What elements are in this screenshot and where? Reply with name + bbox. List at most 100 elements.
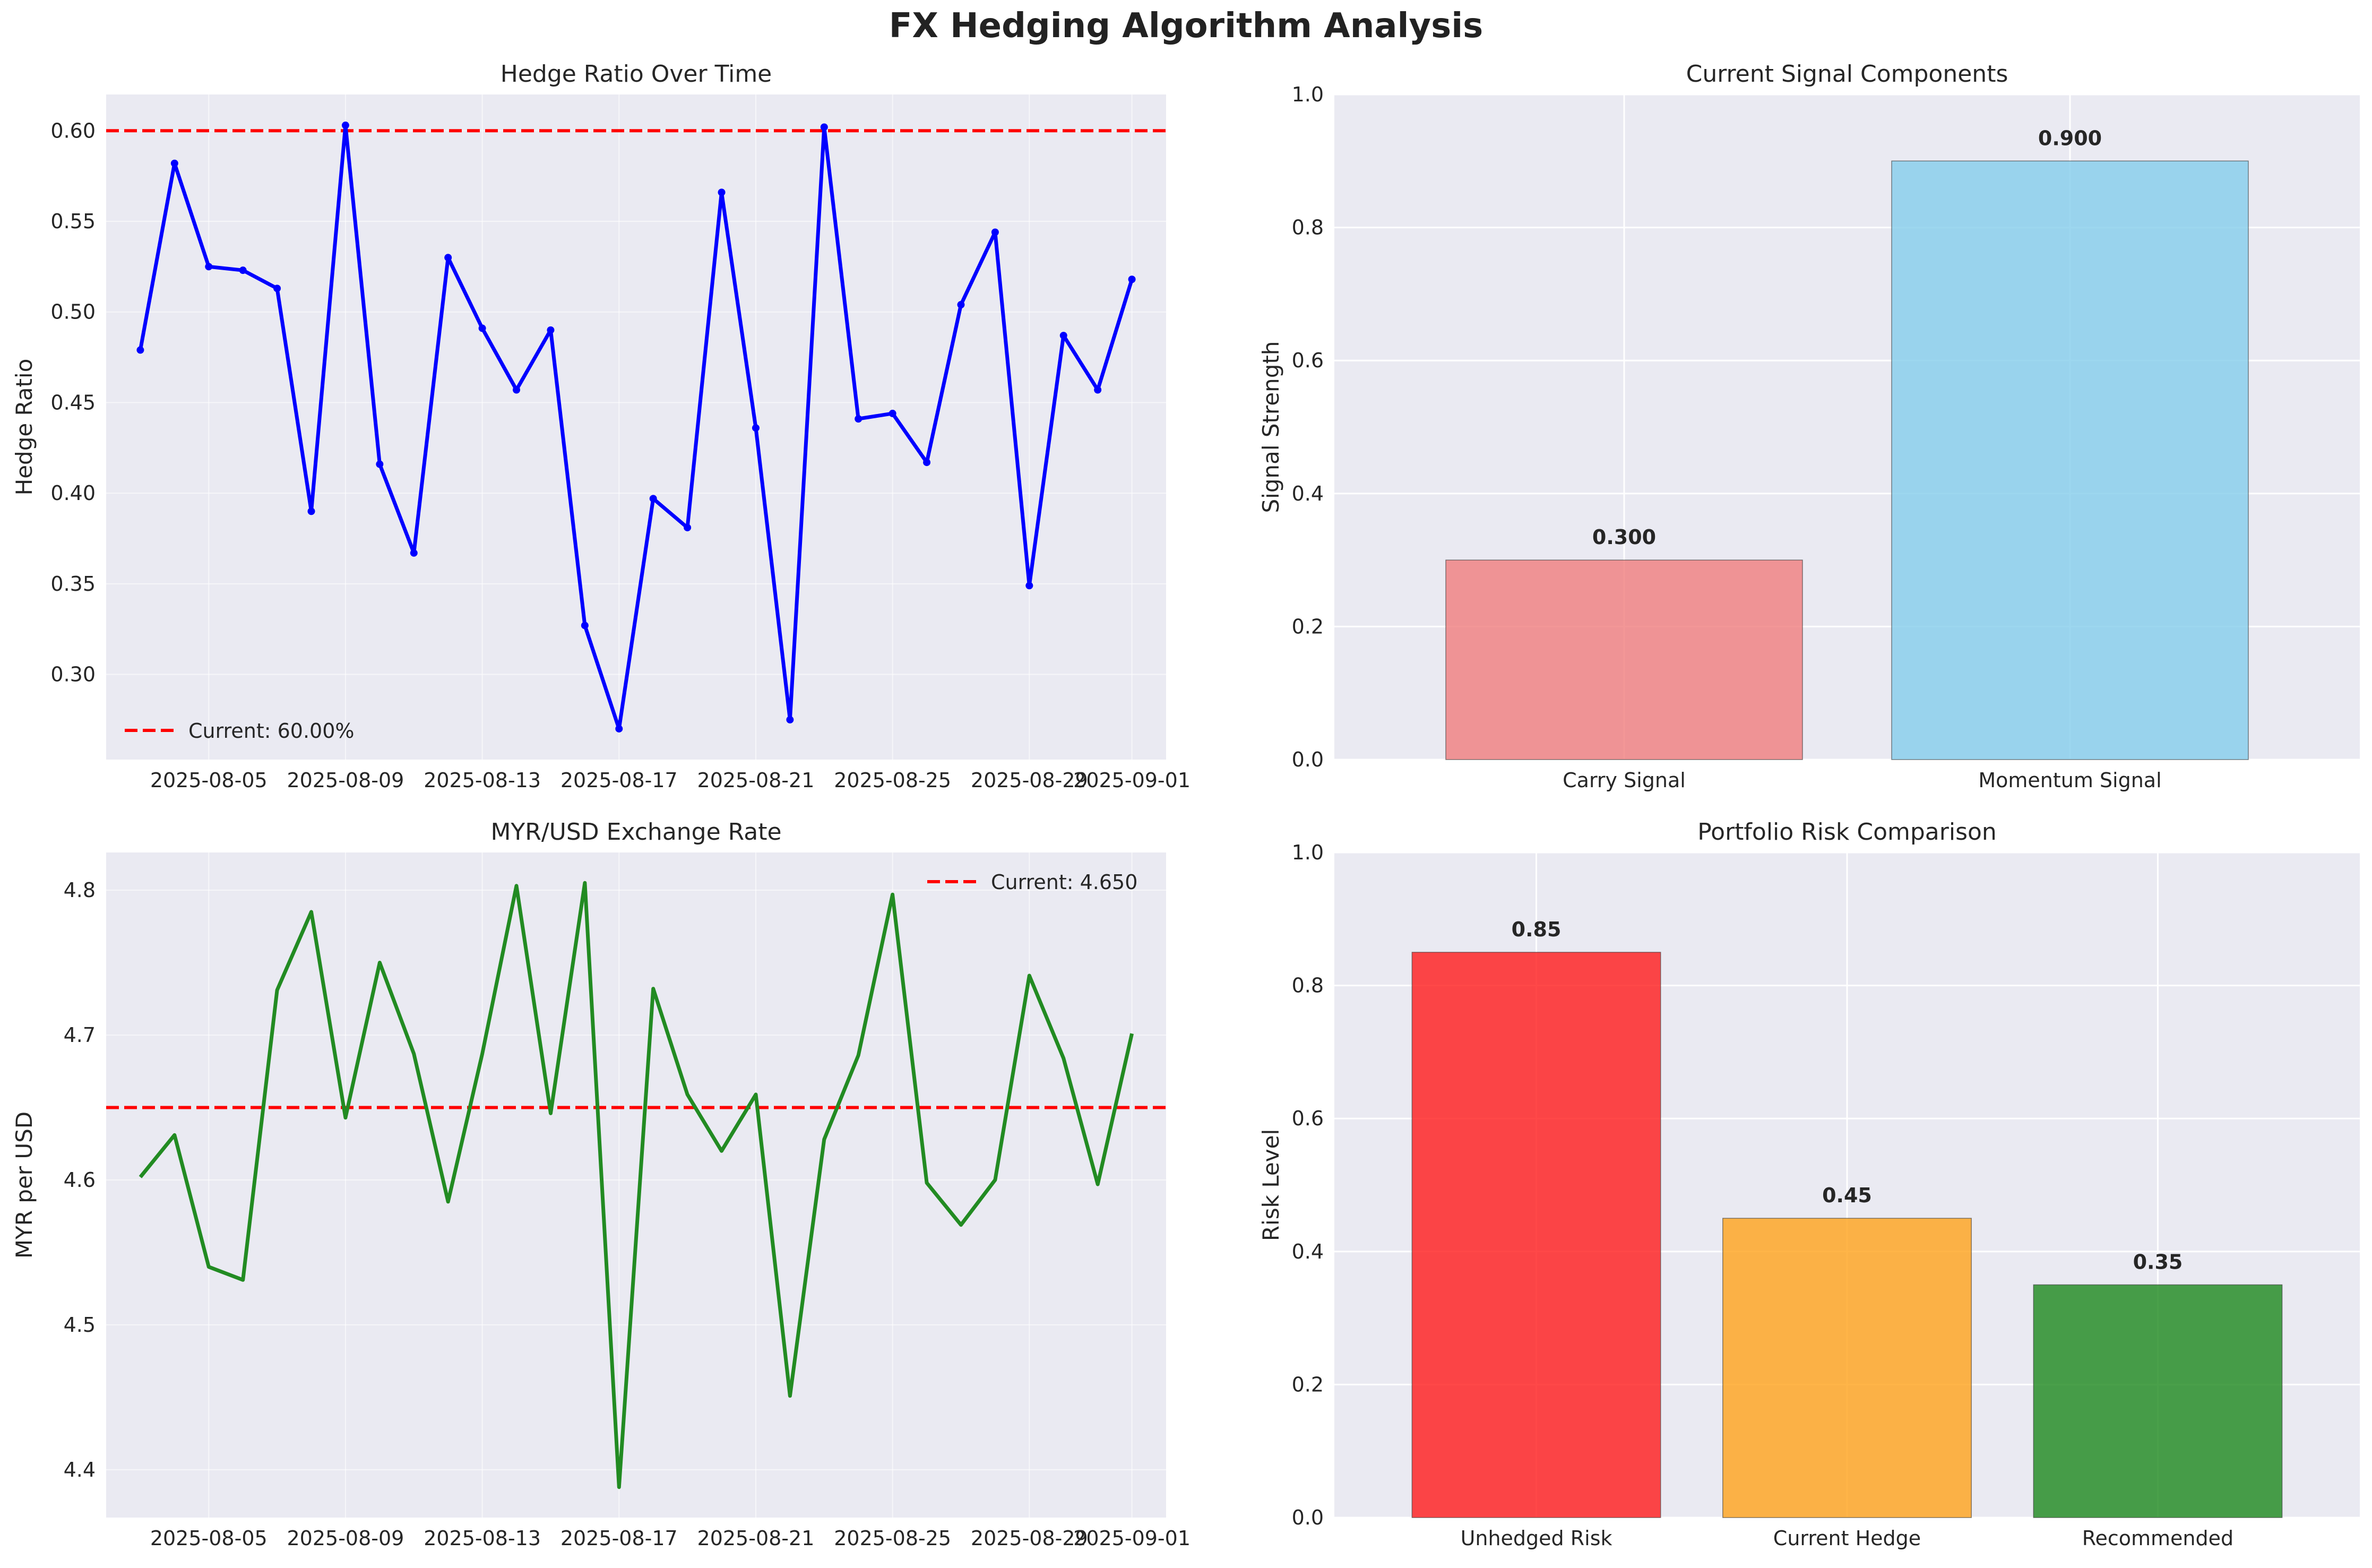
y-axis-label: Hedge Ratio — [11, 359, 37, 496]
data-point — [684, 523, 692, 531]
y-axis-label: MYR per USD — [11, 1112, 37, 1259]
subplot-4: Portfolio Risk Comparison Risk Level 0.0 0.… — [1258, 819, 2360, 1550]
x-tick-label: 2025-08-17 — [560, 1527, 678, 1550]
data-point — [889, 409, 896, 417]
y-tick-label: 4.6 — [64, 1168, 96, 1192]
data-point — [615, 725, 623, 733]
y-tick-label: 0.4 — [1292, 482, 1324, 505]
y-axis-label: Risk Level — [1258, 1129, 1284, 1241]
data-point — [410, 549, 418, 557]
legend-label: Current: 4.650 — [991, 871, 1137, 894]
data-point — [820, 123, 828, 131]
bar-value-label: 0.35 — [2133, 1250, 2183, 1273]
data-point — [786, 716, 794, 723]
x-tick-label: 2025-08-05 — [150, 769, 268, 792]
y-tick-label: 0.45 — [50, 391, 96, 414]
bar-value-label: 0.45 — [1822, 1184, 1872, 1207]
data-point — [170, 159, 178, 167]
y-tick-label: 0.8 — [1292, 216, 1324, 239]
y-tick-label: 0.30 — [50, 663, 96, 686]
bar — [1445, 559, 1803, 760]
x-tick-label: 2025-08-05 — [150, 1527, 268, 1550]
y-tick-label: 0.6 — [1292, 1107, 1324, 1130]
subplot-title: MYR/USD Exchange Rate — [490, 819, 781, 846]
y-tick-label: 0.55 — [50, 210, 96, 233]
x-tick-label: Momentum Signal — [1978, 769, 2161, 792]
data-point — [718, 188, 726, 196]
data-point — [957, 301, 965, 309]
data-point — [1128, 275, 1136, 283]
data-point — [136, 346, 144, 354]
data-point — [513, 386, 521, 394]
data-point — [991, 228, 999, 236]
data-point — [205, 263, 213, 271]
figure-title: FX Hedging Algorithm Analysis — [889, 6, 1483, 46]
plot-area — [106, 852, 1166, 1518]
y-tick-label: 1.0 — [1292, 841, 1324, 864]
x-tick-label: Carry Signal — [1563, 769, 1686, 792]
y-tick-label: 1.0 — [1292, 83, 1324, 106]
data-point — [376, 460, 384, 468]
data-point — [1025, 582, 1033, 590]
legend: Current: 4.650 — [927, 871, 1137, 894]
x-tick-label: 2025-09-01 — [1073, 1527, 1191, 1550]
y-tick-label: 0.40 — [50, 481, 96, 505]
bar-value-label: 0.300 — [1592, 525, 1656, 549]
y-tick-label: 4.8 — [64, 878, 96, 902]
data-point — [307, 507, 315, 515]
legend: Current: 60.00% — [125, 719, 355, 743]
y-axis-label: Signal Strength — [1258, 341, 1284, 513]
series-line — [139, 881, 1134, 1489]
y-tick-label: 0.50 — [50, 300, 96, 324]
subplot-2: Current Signal Components Signal Strength… — [1258, 61, 2360, 792]
data-point — [273, 285, 281, 292]
y-tick-label: 4.4 — [64, 1458, 96, 1481]
x-tick-label: Current Hedge — [1773, 1527, 1921, 1550]
subplot-title: Portfolio Risk Comparison — [1697, 819, 1997, 846]
y-tick-label: 4.5 — [64, 1313, 96, 1337]
data-point — [341, 122, 349, 130]
x-tick-label: 2025-08-21 — [697, 1527, 815, 1550]
x-tick-label: Recommended — [2082, 1527, 2233, 1550]
y-tick-label: 0.6 — [1292, 349, 1324, 372]
y-tick-label: 0.35 — [50, 572, 96, 596]
bar — [2033, 1284, 2283, 1518]
y-tick-label: 0.2 — [1292, 615, 1324, 638]
x-tick-label: 2025-08-13 — [424, 769, 541, 792]
data-point — [444, 254, 452, 262]
bar — [1722, 1218, 1972, 1518]
bar — [1891, 160, 2249, 760]
y-tick-label: 0.60 — [50, 119, 96, 142]
data-point — [581, 622, 589, 630]
x-tick-label: Unhedged Risk — [1461, 1527, 1612, 1550]
bar — [1411, 952, 1661, 1518]
data-point — [239, 266, 247, 274]
x-tick-label: 2025-08-29 — [971, 1527, 1088, 1550]
bar-value-label: 0.900 — [2038, 126, 2102, 150]
data-point — [649, 495, 657, 503]
x-tick-label: 2025-08-25 — [834, 1527, 951, 1550]
data-point — [923, 459, 931, 467]
data-point — [547, 326, 555, 334]
y-tick-label: 0.8 — [1292, 974, 1324, 997]
data-point — [1059, 332, 1067, 340]
y-tick-label: 0.0 — [1292, 748, 1324, 771]
y-tick-label: 4.7 — [64, 1023, 96, 1047]
x-tick-label: 2025-08-13 — [424, 1527, 541, 1550]
subplot-1: Hedge Ratio Over Time Hedge Ratio 2025-08-… — [11, 61, 1191, 792]
x-tick-label: 2025-08-29 — [971, 769, 1088, 792]
legend-label: Current: 60.00% — [188, 719, 355, 743]
data-point — [855, 415, 862, 423]
x-tick-label: 2025-08-17 — [560, 769, 678, 792]
bar-value-label: 0.85 — [1512, 918, 1562, 941]
data-point — [752, 424, 760, 432]
y-tick-label: 0.4 — [1292, 1240, 1324, 1263]
y-tick-label: 0.0 — [1292, 1506, 1324, 1529]
plot-area — [106, 94, 1166, 760]
x-tick-label: 2025-08-09 — [287, 769, 404, 792]
series-line — [138, 123, 1134, 731]
data-point — [1094, 386, 1102, 394]
x-tick-label: 2025-08-09 — [287, 1527, 404, 1550]
